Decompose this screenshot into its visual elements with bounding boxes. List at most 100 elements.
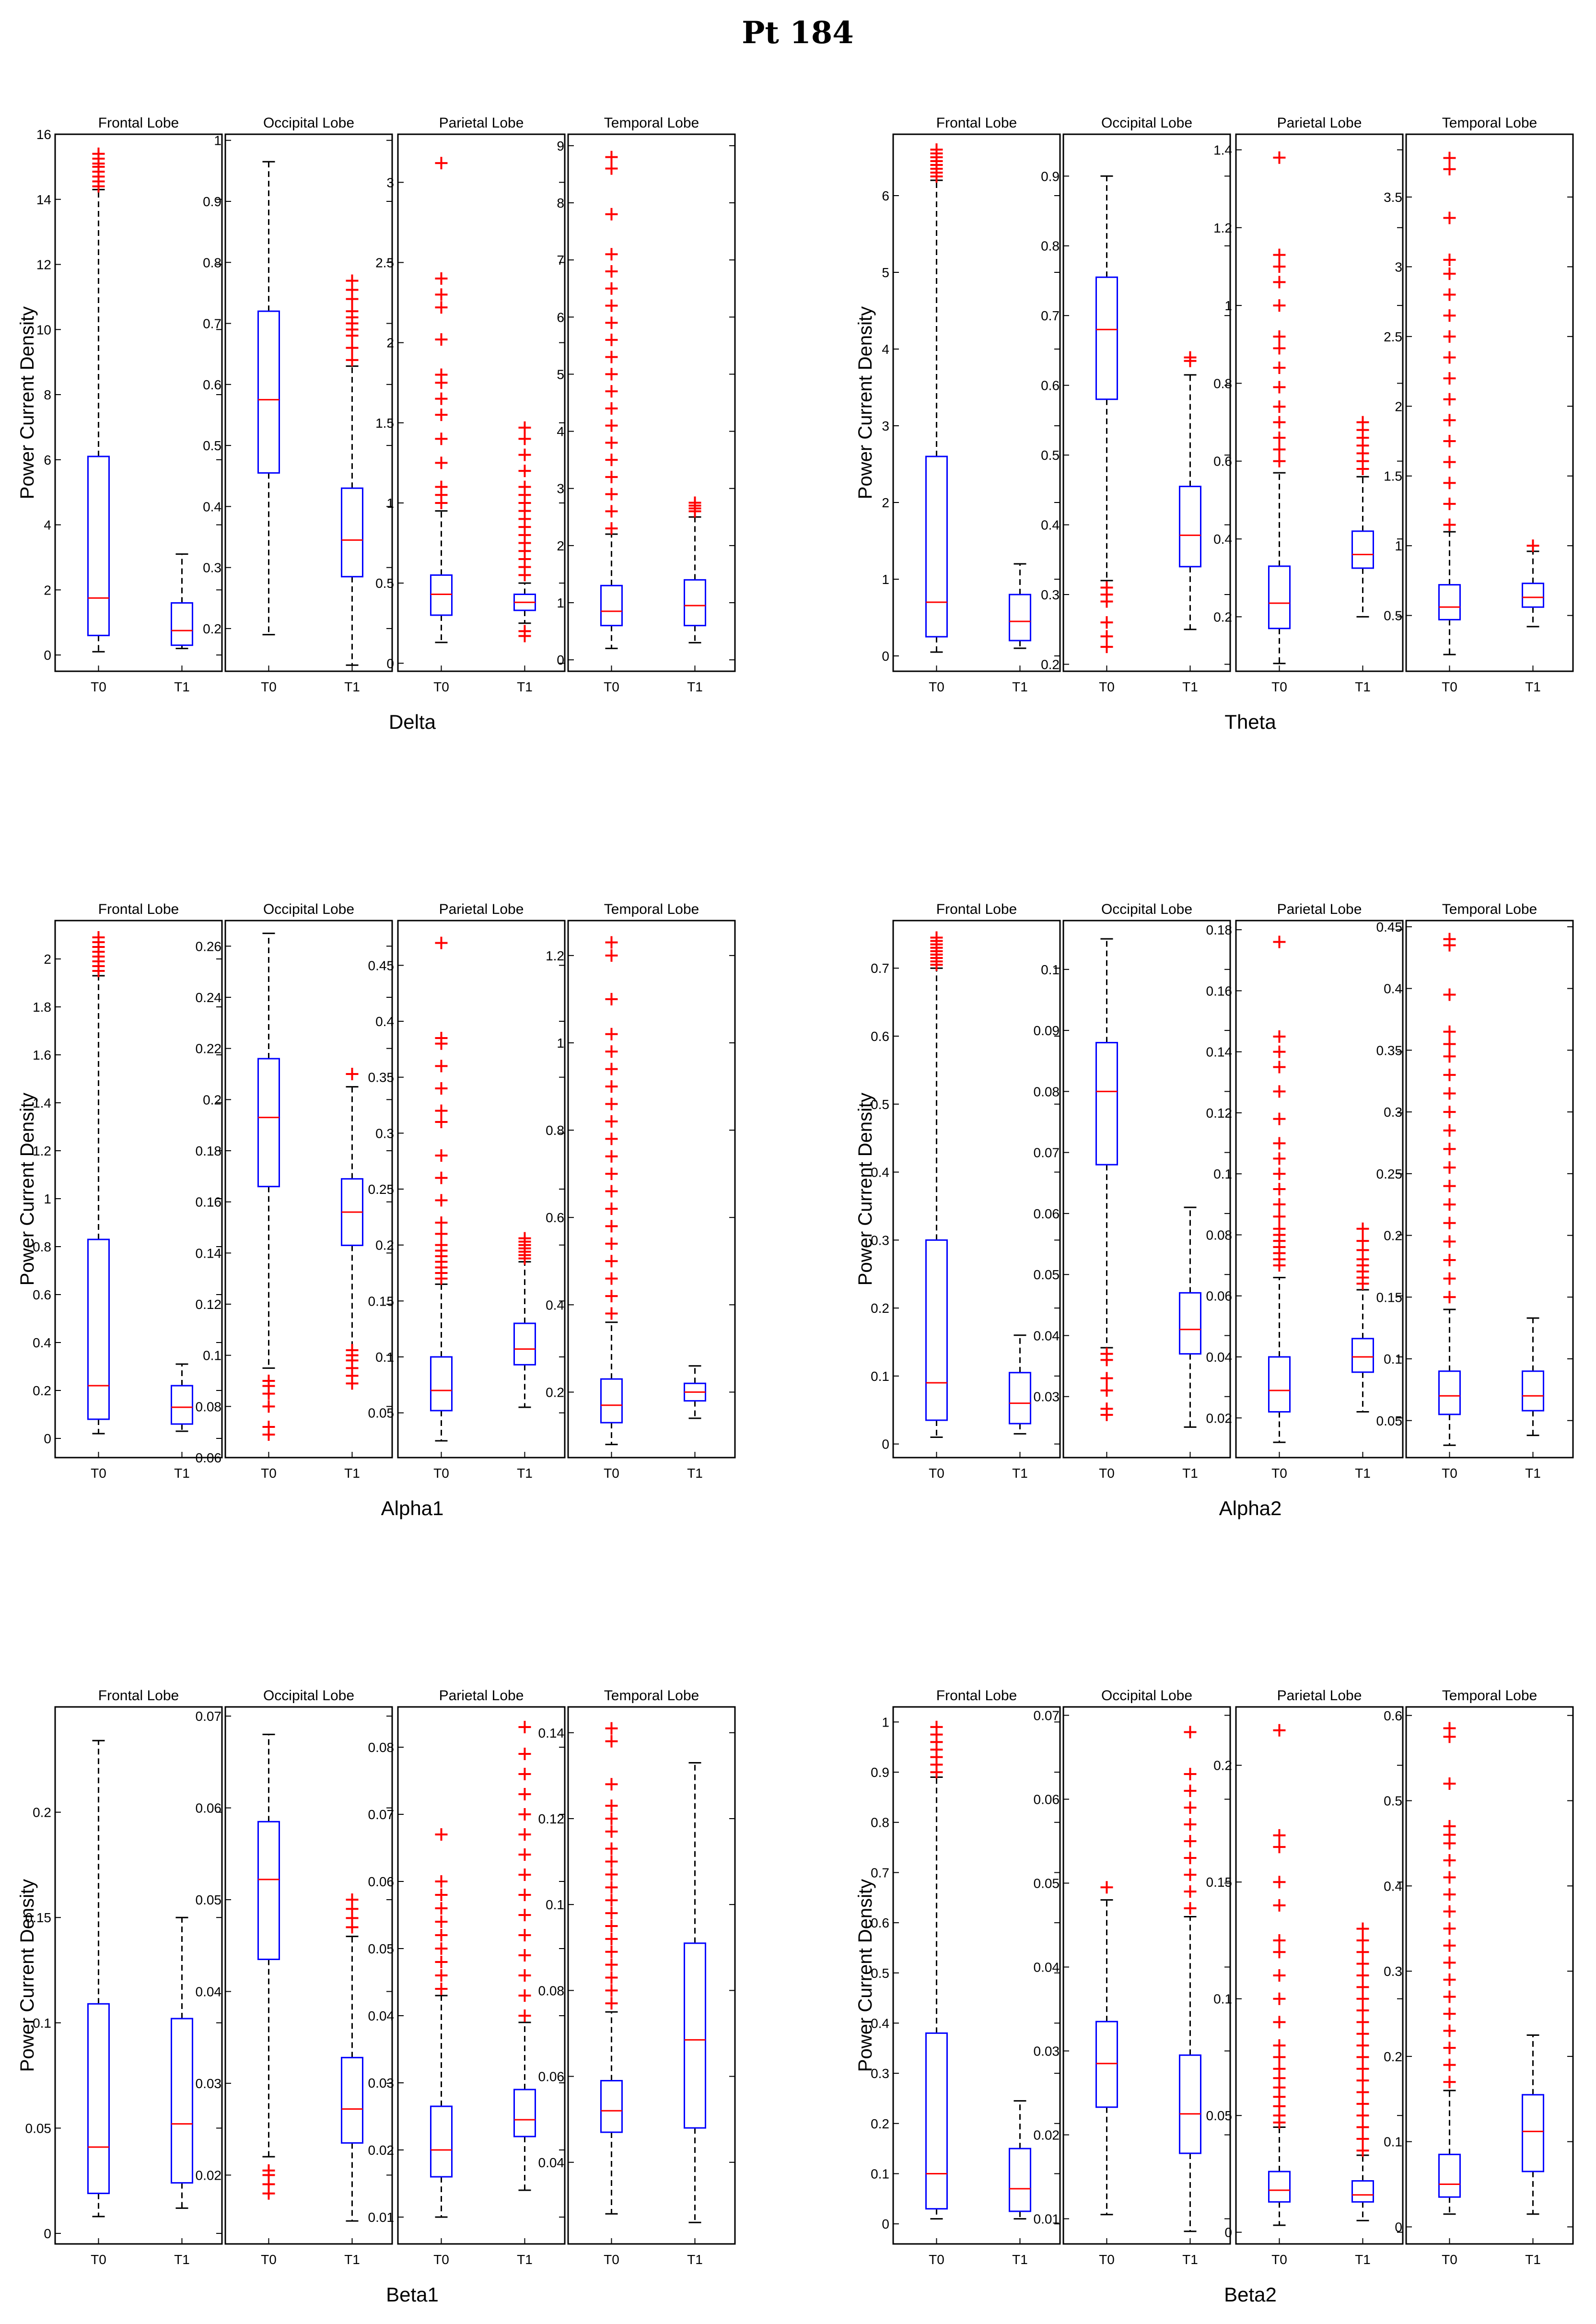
outlier-marker xyxy=(92,147,105,160)
y-tick-label: 0.07 xyxy=(368,1807,395,1822)
panel-occipital-lobe: Occipital Lobe 0.03 0.04 0.05 0.06 0.07 0.08 0.… xyxy=(1034,901,1231,1481)
outlier-marker xyxy=(605,1150,618,1163)
x-tick-label: T1 xyxy=(344,2252,360,2267)
outlier-marker xyxy=(605,1290,618,1303)
outlier-marker xyxy=(1356,1992,1369,2005)
panel-title: Parietal Lobe xyxy=(1277,901,1362,917)
outlier-marker xyxy=(1184,1785,1197,1797)
panel-temporal-lobe: Temporal Lobe 0.2 0.4 0.6 0.8 1 1.2 T0 T1 xyxy=(546,901,736,1481)
iqr-box xyxy=(1521,583,1544,608)
iqr-box xyxy=(1095,1042,1118,1166)
outlier-marker xyxy=(518,480,531,493)
panel-frontal-lobe: Frontal Lobe 0 1 2 3 4 5 6 T0 T1 xyxy=(882,115,1061,694)
outlier-marker xyxy=(1184,1835,1197,1847)
outlier-marker xyxy=(1273,935,1286,948)
panel-parietal-lobe: Parietal Lobe 0 0.5 1 1.5 2 2.5 3 T0 T1 xyxy=(375,115,566,694)
y-tick-label: 3.5 xyxy=(1384,190,1402,205)
outlier-marker xyxy=(1356,2086,1369,2099)
outlier-marker xyxy=(1273,2039,1286,2052)
outlier-marker xyxy=(1273,1876,1286,1889)
y-tick-label: 0 xyxy=(882,649,889,664)
y-tick-label: 6 xyxy=(882,188,889,203)
outlier-marker xyxy=(1273,400,1286,413)
y-tick-label: 9 xyxy=(557,139,564,153)
y-tick-label: 0.26 xyxy=(196,939,222,954)
outlier-marker xyxy=(1443,435,1456,447)
y-tick-label: 0.4 xyxy=(1041,518,1060,533)
y-tick-label: 0 xyxy=(1395,2219,1402,2234)
iqr-box xyxy=(430,1356,453,1412)
y-tick-label: 0.24 xyxy=(196,990,222,1005)
y-tick-label: 0.1 xyxy=(871,2166,889,2181)
outlier-marker xyxy=(1443,1905,1456,1918)
band-label: Alpha2 xyxy=(1219,1497,1282,1519)
x-tick-label: T0 xyxy=(604,1466,619,1481)
y-tick-label: 0.08 xyxy=(1034,1084,1060,1099)
y-tick-label: 4 xyxy=(557,424,564,439)
y-tick-label: 0.7 xyxy=(871,1865,889,1880)
panel-frame xyxy=(567,920,736,1459)
panel-title: Temporal Lobe xyxy=(1442,901,1537,917)
iqr-box xyxy=(683,1942,706,2129)
outlier-marker xyxy=(1273,1030,1286,1043)
outlier-marker xyxy=(1443,393,1456,406)
y-tick-label: 14 xyxy=(36,192,51,207)
iqr-box xyxy=(1095,2020,1118,2108)
outlier-marker xyxy=(1100,1347,1113,1360)
y-tick-label: 3 xyxy=(386,175,394,190)
iqr-box xyxy=(87,2003,110,2195)
iqr-box xyxy=(925,455,948,638)
iqr-box xyxy=(1008,594,1031,642)
outlier-marker xyxy=(435,301,448,314)
y-tick-label: 0.06 xyxy=(1034,1792,1060,1807)
outlier-marker xyxy=(1273,1724,1286,1737)
y-tick-label: 0 xyxy=(882,1437,889,1452)
outlier-marker xyxy=(605,1168,618,1180)
iqr-box xyxy=(513,2089,536,2137)
y-tick-label: 0.16 xyxy=(196,1195,222,1210)
y-tick-label: 2 xyxy=(1395,399,1402,414)
y-tick-label: 0.06 xyxy=(196,1801,222,1816)
outlier-marker xyxy=(605,1799,618,1812)
iqr-box xyxy=(600,1378,623,1424)
y-tick-label: 0 xyxy=(386,656,394,671)
outlier-marker xyxy=(605,350,618,363)
outlier-marker xyxy=(605,1133,618,1145)
outlier-marker xyxy=(605,488,618,501)
y-tick-label: 0.2 xyxy=(33,1805,51,1820)
panel-frame xyxy=(397,1706,566,2245)
y-axis-label: Power Current Density xyxy=(855,1879,876,2072)
panel-title: Frontal Lobe xyxy=(936,901,1017,917)
outlier-marker xyxy=(1356,416,1369,429)
x-tick-label: T1 xyxy=(1525,679,1541,694)
outlier-marker xyxy=(688,496,701,509)
y-tick-label: 0.1 xyxy=(1213,1992,1232,2007)
outlier-marker xyxy=(1443,330,1456,343)
outlier-marker xyxy=(1273,432,1286,444)
outlier-marker xyxy=(605,282,618,295)
y-tick-label: 0.35 xyxy=(1376,1043,1403,1058)
outlier-marker xyxy=(1356,2004,1369,2017)
outlier-marker xyxy=(1184,1768,1197,1780)
y-tick-label: 0.01 xyxy=(1034,2212,1060,2227)
panel-frame xyxy=(224,1706,393,2245)
y-tick-label: 1.5 xyxy=(1384,469,1402,484)
outlier-marker xyxy=(435,1238,448,1251)
outlier-marker xyxy=(1273,1934,1286,1947)
panel-frame xyxy=(54,920,223,1459)
x-tick-label: T0 xyxy=(91,2252,106,2267)
outlier-marker xyxy=(518,1929,531,1941)
outlier-marker xyxy=(518,1969,531,1982)
y-tick-label: 0.05 xyxy=(1206,2108,1233,2123)
outlier-marker xyxy=(1356,2109,1369,2122)
x-tick-label: T0 xyxy=(1271,1466,1287,1481)
panel-frame xyxy=(1235,1706,1404,2245)
outlier-marker xyxy=(1356,1981,1369,1994)
y-tick-label: 0.8 xyxy=(546,1123,564,1138)
y-tick-label: 0.04 xyxy=(196,1985,222,1999)
y-tick-label: 0.4 xyxy=(203,499,221,514)
outlier-marker xyxy=(1273,443,1286,456)
y-tick-label: 1 xyxy=(1224,298,1232,313)
outlier-marker xyxy=(1184,1902,1197,1915)
outlier-marker xyxy=(1100,1372,1113,1385)
